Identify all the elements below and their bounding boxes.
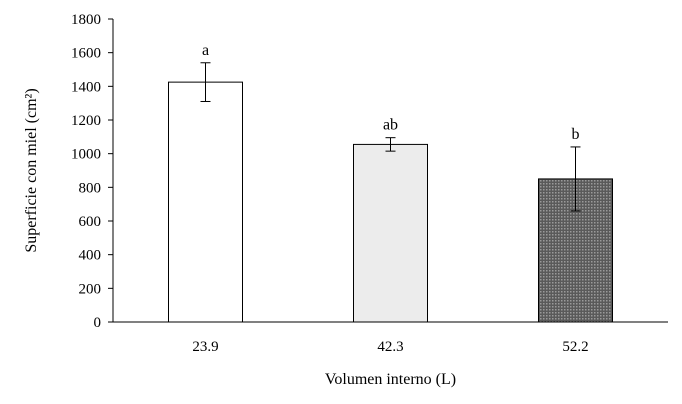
y-tick-label: 1800 <box>71 12 101 28</box>
error-bar-42.3 <box>385 137 396 152</box>
x-tick-label: 52.2 <box>562 339 588 355</box>
significance-label-23.9: a <box>202 42 209 59</box>
y-tick-label: 1200 <box>71 113 101 129</box>
y-tick-label: 800 <box>79 180 102 196</box>
y-axis-title: Superficie con miel (cm²) <box>23 88 40 252</box>
bar-23.9 <box>168 81 243 323</box>
y-tick-label: 1600 <box>71 46 101 62</box>
y-tick-label: 200 <box>79 281 102 297</box>
bar-42.3 <box>353 143 428 323</box>
y-tick-label: 1000 <box>71 147 101 163</box>
y-tick-label: 600 <box>79 214 102 230</box>
y-tick-label: 0 <box>94 315 102 331</box>
y-axis-ticks: 0 200 400 600 800 1000 1200 1400 1600 1800 <box>71 12 113 331</box>
y-tick-label: 1400 <box>71 79 101 95</box>
significance-label-52.2: b <box>572 126 580 143</box>
x-tick-label: 42.3 <box>377 339 403 355</box>
x-tick-label: 23.9 <box>192 339 218 355</box>
significance-labels: a ab b <box>202 42 580 143</box>
y-tick-label: 400 <box>79 248 102 264</box>
error-bar-23.9 <box>200 62 211 102</box>
error-bars <box>200 62 581 212</box>
x-axis-ticks: 23.9 42.3 52.2 <box>192 339 588 355</box>
x-axis-title: Volumen interno (L) <box>325 371 456 388</box>
error-bar-52.2 <box>570 146 581 212</box>
significance-label-42.3: ab <box>383 117 398 134</box>
